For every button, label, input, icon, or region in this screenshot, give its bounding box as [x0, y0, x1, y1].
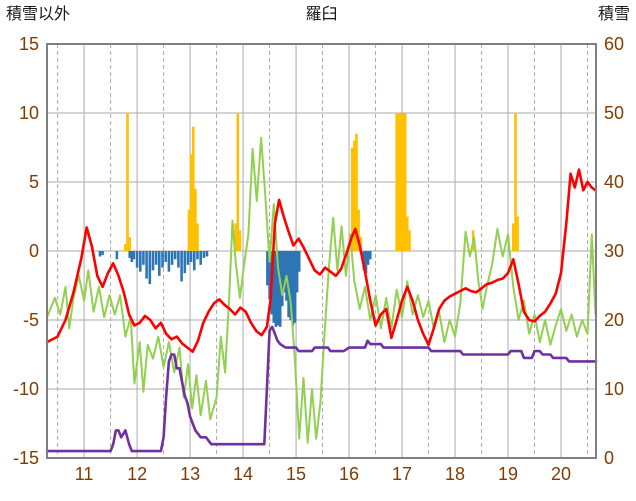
svg-text:11: 11	[75, 464, 94, 484]
series-orange-bars	[124, 113, 519, 251]
svg-text:18: 18	[445, 464, 465, 484]
svg-text:50: 50	[604, 103, 624, 123]
svg-text:15: 15	[286, 464, 306, 484]
svg-text:-10: -10	[13, 379, 39, 399]
svg-text:0: 0	[29, 241, 39, 261]
series-purple-line	[45, 325, 598, 453]
series-red-line	[45, 168, 597, 354]
svg-text:10: 10	[604, 379, 624, 399]
svg-text:14: 14	[233, 464, 253, 484]
svg-text:5: 5	[29, 172, 39, 192]
svg-text:13: 13	[180, 464, 200, 484]
svg-text:15: 15	[19, 34, 39, 54]
page-title: 羅臼	[305, 6, 338, 23]
left-axis-title: 積雪以外	[6, 6, 71, 23]
series-green-line	[46, 136, 597, 444]
svg-text:16: 16	[339, 464, 359, 484]
right-axis-title: 積雪	[597, 6, 630, 23]
svg-text:12: 12	[127, 464, 147, 484]
svg-text:19: 19	[498, 464, 518, 484]
svg-text:20: 20	[604, 310, 624, 330]
svg-text:40: 40	[604, 172, 624, 192]
svg-text:10: 10	[19, 103, 39, 123]
svg-text:-5: -5	[23, 310, 39, 330]
svg-text:17: 17	[392, 464, 412, 484]
svg-text:0: 0	[604, 448, 614, 468]
svg-text:-15: -15	[13, 448, 39, 468]
plot-border	[46, 43, 597, 459]
svg-text:20: 20	[551, 464, 571, 484]
svg-text:30: 30	[604, 241, 624, 261]
svg-text:60: 60	[604, 34, 624, 54]
